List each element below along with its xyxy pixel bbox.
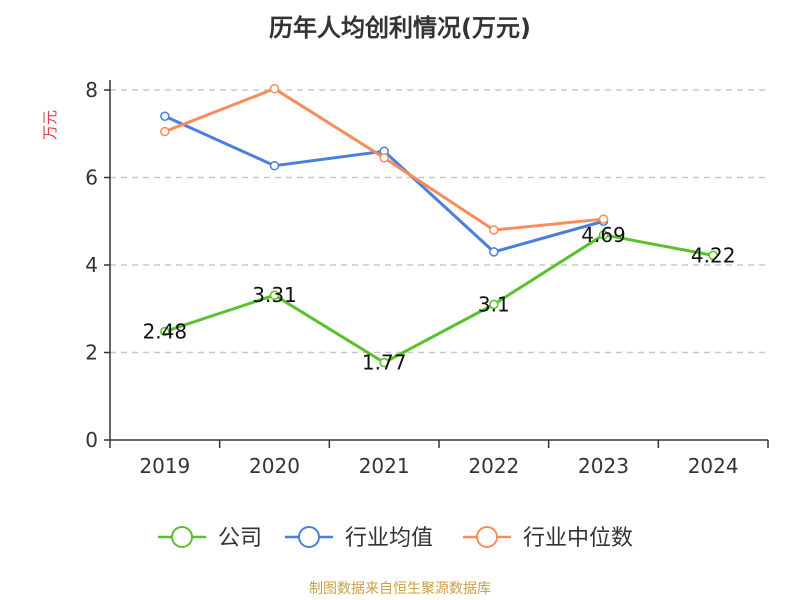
series-line-公司	[164, 233, 714, 365]
data-point	[160, 326, 170, 337]
data-point	[379, 153, 389, 163]
data-label: 1.77	[362, 351, 407, 375]
data-point	[489, 247, 499, 257]
x-tick-label: 2024	[688, 454, 739, 478]
data-label: 3.31	[252, 283, 297, 307]
data-point	[489, 299, 499, 310]
legend-swatch-marker	[171, 526, 193, 548]
data-point	[598, 230, 609, 240]
legend-label: 行业均值	[345, 526, 433, 551]
y-tick-labels: 0 2 4 6 8	[85, 78, 110, 452]
legend-swatch-marker	[298, 526, 320, 548]
series-line-行业均值	[164, 114, 604, 254]
x-tick-label: 2020	[249, 454, 300, 478]
x-tick-label: 2022	[468, 454, 519, 478]
data-label: 2.48	[143, 320, 188, 344]
x-tick-labels: 2019 2020 2021 2022 2023 2024	[109, 440, 769, 478]
source-note: 制图数据来自恒生聚源数据库	[309, 581, 491, 597]
data-label: 3.1	[478, 292, 510, 316]
data-point	[379, 357, 389, 368]
data-point	[269, 160, 280, 171]
series-lines	[160, 83, 718, 368]
axes	[109, 80, 768, 441]
data-label: 4.22	[691, 243, 736, 267]
data-point	[708, 250, 718, 261]
y-tick-label: 0	[85, 428, 98, 452]
x-tick-label: 2023	[578, 454, 629, 478]
data-point	[160, 111, 170, 121]
chart-title: 历年人均创利情况(万元)	[269, 14, 531, 42]
y-tick-label: 4	[85, 253, 98, 277]
y-tick-label: 6	[85, 166, 98, 190]
data-point	[269, 83, 280, 94]
x-tick-label: 2019	[139, 454, 190, 478]
y-tick-label: 8	[85, 78, 98, 102]
y-tick-label: 2	[85, 341, 98, 365]
x-tick-label: 2021	[359, 454, 410, 478]
y-axis-label: 万元	[41, 110, 59, 140]
legend-label: 行业中位数	[523, 526, 633, 551]
legend: 公司 行业均值 行业中位数	[158, 526, 633, 551]
data-point	[269, 290, 280, 300]
gridlines	[110, 89, 768, 354]
legend-swatch-marker	[476, 526, 498, 548]
data-point	[160, 126, 170, 137]
data-point	[489, 225, 499, 235]
data-point	[598, 214, 609, 224]
legend-label: 公司	[218, 526, 262, 551]
data-label: 4.69	[581, 223, 626, 247]
data-labels: 2.48 3.31 1.77 3.1 4.69 4.22	[143, 223, 736, 375]
